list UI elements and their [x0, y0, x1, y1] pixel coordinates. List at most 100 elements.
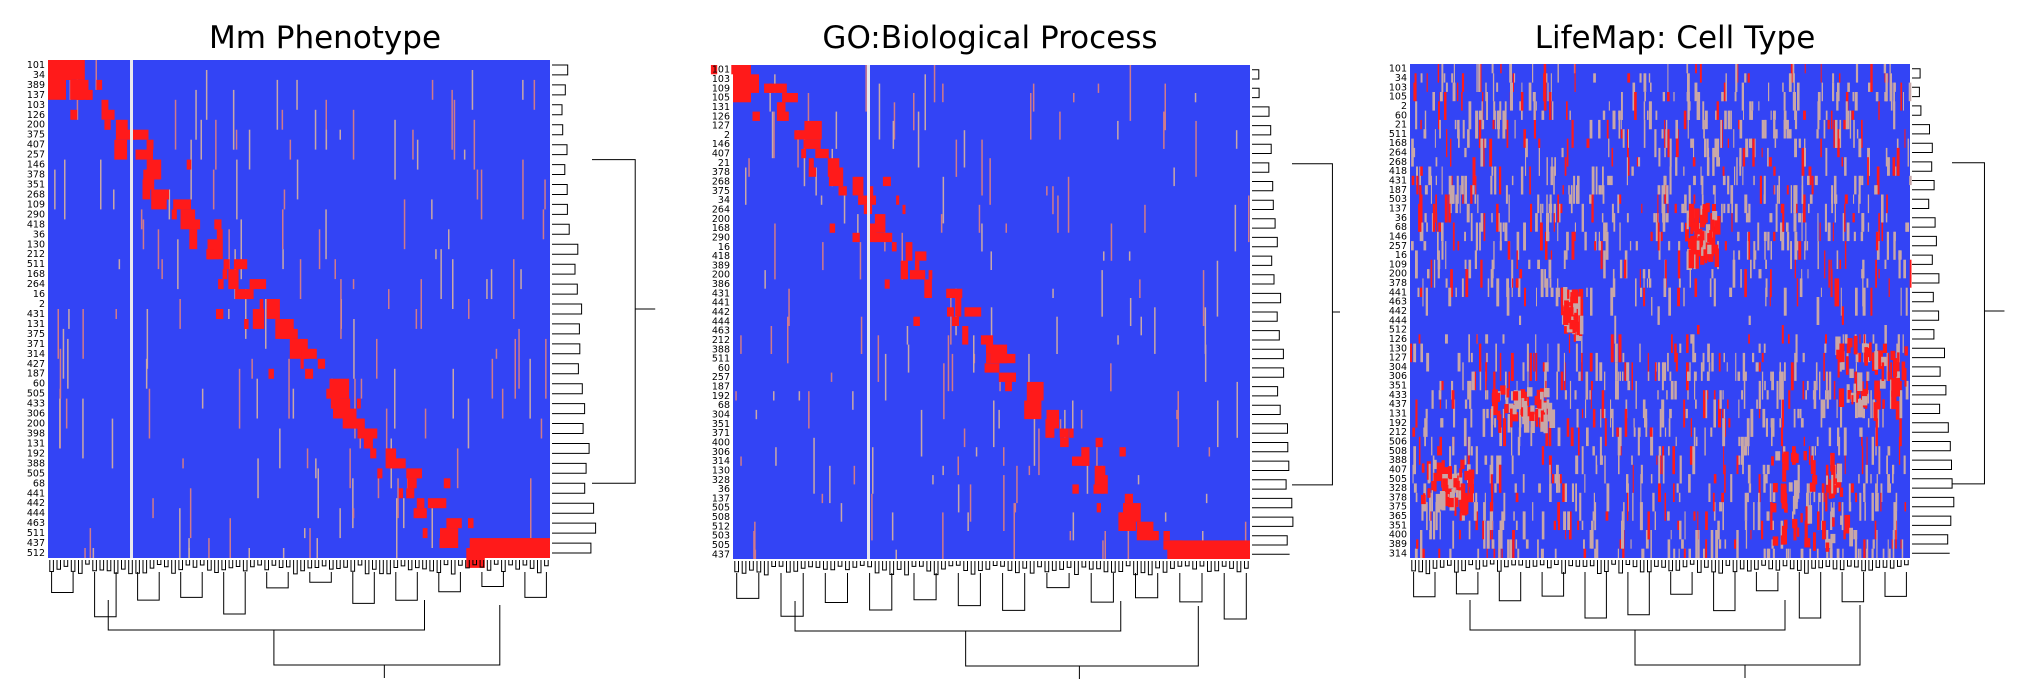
dendrogram-branch [1252, 423, 1288, 434]
heatmap-cell [1735, 352, 1737, 381]
dendrogram-branch [1252, 274, 1275, 285]
heatmap-cell [798, 391, 801, 401]
heatmap-cell [1855, 287, 1858, 316]
heatmap-cell [1804, 538, 1811, 548]
heatmap-cell [1701, 175, 1704, 195]
heatmap-cell [1541, 110, 1545, 120]
row-label: 168 [1389, 138, 1407, 149]
heatmap-cell [1745, 213, 1749, 223]
heatmap-cell [1642, 269, 1646, 279]
dendrogram-branch [486, 560, 492, 571]
row-label: 257 [27, 150, 45, 161]
heatmap-cell [1563, 287, 1568, 306]
heatmap-cell [1876, 166, 1880, 195]
dendrogram-branch [1912, 385, 1947, 396]
heatmap-cell [1433, 511, 1436, 540]
dendrogram-branch [207, 560, 212, 571]
heatmap-cell [370, 448, 377, 459]
dendrogram-branch [859, 561, 865, 566]
heatmap-cell [1662, 455, 1665, 484]
heatmap-cell [1746, 492, 1749, 503]
row-label: 418 [712, 251, 730, 262]
heatmap-cell [1825, 371, 1828, 391]
heatmap-cell [1453, 399, 1456, 428]
dendrogram-branch [955, 561, 961, 566]
heatmap-cell [1832, 222, 1834, 242]
heatmap-cell [1838, 362, 1842, 372]
heatmap-cell [1667, 64, 1669, 92]
heatmap-cell [1842, 213, 1845, 242]
heatmap-cell [182, 458, 184, 469]
heatmap-cell [1521, 110, 1523, 120]
heatmap-cell [1480, 213, 1484, 232]
heatmap-cell [1821, 492, 1824, 521]
heatmap-cell [1439, 511, 1441, 540]
heatmap-cell [1493, 371, 1496, 400]
heatmap-cell [1744, 492, 1748, 521]
heatmap-cell [1711, 222, 1713, 242]
heatmap-cell [1715, 530, 1718, 558]
heatmap-cell [1595, 352, 1598, 381]
heatmap-cell [1510, 82, 1513, 111]
heatmap-cell [1583, 548, 1587, 558]
dendrogram-branch [552, 443, 590, 454]
row-label: 306 [712, 447, 730, 458]
heatmap-cell [1845, 356, 1849, 375]
heatmap-cell [1612, 408, 1614, 437]
dendrogram-branch [1897, 560, 1902, 567]
heatmap-cell [1897, 352, 1900, 371]
heatmap-cell [1838, 502, 1841, 512]
heatmap-cell [950, 298, 952, 345]
heatmap-cell [947, 307, 954, 317]
dendrogram-branch [178, 560, 183, 571]
heatmap-cell [1830, 502, 1832, 512]
heatmap-cell [1435, 194, 1437, 223]
heatmap-cell [1665, 213, 1669, 223]
heatmap-cell [1519, 408, 1522, 437]
heatmap-cell [1455, 488, 1459, 507]
dendrogram-branch [422, 560, 427, 570]
heatmap-cell [1748, 483, 1752, 493]
heatmap-cell [1793, 73, 1795, 102]
heatmap-cell [1773, 119, 1776, 139]
heatmap-cell [1662, 194, 1664, 223]
heatmap-cell [296, 159, 299, 200]
heatmap-cell [1423, 241, 1427, 251]
heatmap-cell [1608, 138, 1610, 158]
heatmap-cell [1693, 175, 1696, 186]
dendrogram-branch [911, 561, 917, 567]
heatmap-cell [1749, 101, 1752, 120]
heatmap-cell [1851, 110, 1855, 120]
heatmap-cell [1570, 292, 1575, 311]
dendrogram-branch [1761, 560, 1766, 566]
heatmap-cell [276, 79, 279, 130]
dendrogram-branch [1697, 560, 1702, 573]
heatmap-cell [1861, 269, 1864, 279]
heatmap-cell [1435, 157, 1438, 167]
heatmap-cell [1574, 64, 1576, 92]
heatmap-cell [821, 493, 824, 504]
heatmap-cell [1635, 380, 1637, 409]
heatmap-cell [1544, 362, 1547, 391]
heatmap-cell [808, 167, 817, 177]
heatmap-cell [1751, 110, 1753, 120]
heatmap-cell [1584, 474, 1586, 493]
heatmap-cell [205, 70, 208, 120]
dendrogram-branch [436, 560, 442, 573]
heatmap-cell [1836, 548, 1840, 558]
dendrogram-branch [1584, 572, 1607, 619]
heatmap-cell [1514, 483, 1517, 493]
heatmap-cell [1801, 213, 1803, 242]
heatmap-cell [1618, 110, 1621, 139]
heatmap-cell [1535, 101, 1537, 111]
heatmap-cell [1069, 531, 1072, 541]
dendrogram-branch [852, 561, 858, 568]
heatmap-cell [1670, 380, 1674, 400]
heatmap-cell [317, 358, 326, 369]
heatmap-cell [1569, 511, 1572, 540]
dendrogram-branch [242, 560, 248, 572]
dendrogram-branch [1088, 561, 1094, 570]
heatmap-cell [1614, 315, 1617, 344]
dendrogram-branch [552, 64, 569, 76]
heatmap-cell [406, 488, 415, 499]
